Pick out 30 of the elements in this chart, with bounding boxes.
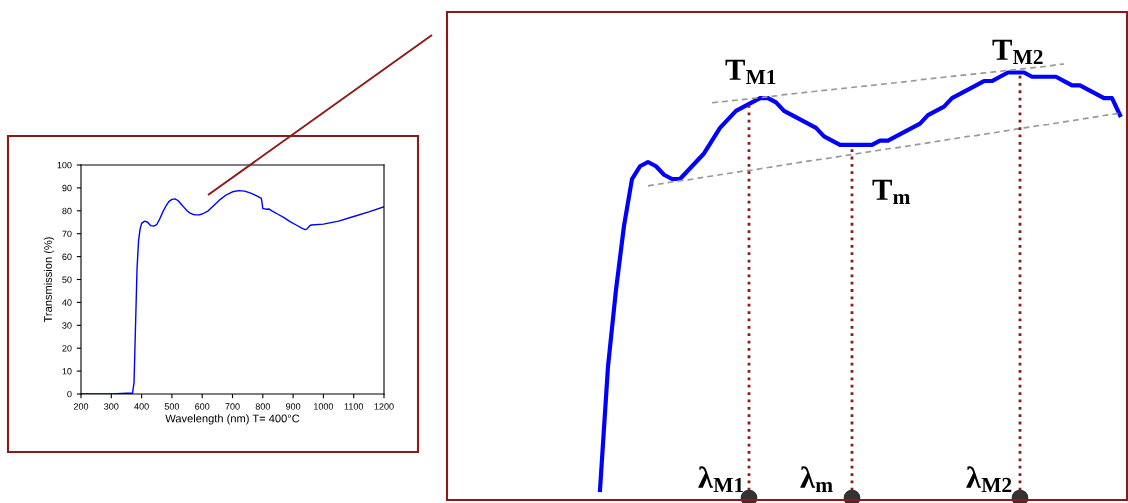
y-tick-label: 30 (62, 322, 72, 329)
y-tick-label: 40 (62, 299, 72, 306)
x-tick-label: 600 (195, 403, 210, 410)
x-tick-label: 300 (104, 403, 119, 410)
x-tick-label: 800 (255, 403, 270, 410)
annotation: λ$_{M2}$ (966, 466, 1012, 493)
y-tick-label: 100 (57, 161, 72, 169)
x-tick-label: 1000 (314, 403, 334, 410)
annotation: T$_{m}$ (872, 179, 911, 205)
x-tick-label: 1100 (344, 403, 364, 410)
annotation: T$_{M1}$ (725, 59, 776, 85)
x-tick-label: 1200 (374, 403, 394, 410)
y-tick-label: 50 (62, 276, 72, 283)
x-tick-label: 700 (225, 403, 240, 410)
x-tick-label: 400 (134, 403, 149, 410)
x-tick-label: 200 (73, 403, 89, 410)
annotation: λ$_{M1}$ (698, 466, 744, 493)
y-tick-label: 90 (62, 184, 72, 192)
x-axis-title: Wavelength (nm) T= 400°C (165, 414, 300, 425)
y-tick-label: 20 (62, 345, 72, 352)
x-tick-label: 500 (164, 403, 180, 410)
y-tick-label: 70 (62, 230, 72, 238)
y-tick-label: 60 (62, 253, 72, 260)
annotation: λ$_{m}$ (800, 466, 833, 493)
y-tick-label: 80 (62, 207, 72, 215)
y-axis-title: Transmission (%) (43, 237, 55, 323)
annotation: T$_{M2}$ (992, 39, 1043, 65)
x-tick-label: 900 (285, 403, 301, 410)
y-tick-label: 0 (67, 390, 72, 398)
y-tick-label: 10 (62, 368, 72, 375)
